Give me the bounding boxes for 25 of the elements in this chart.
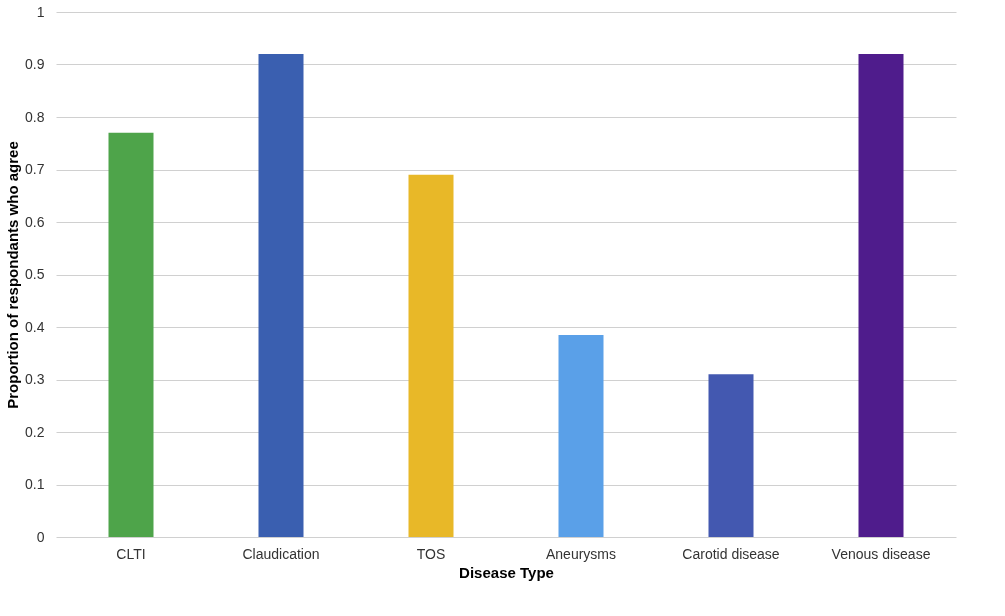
bar <box>408 174 454 537</box>
x-tick-label: CLTI <box>116 545 146 562</box>
x-axis-title: Disease Type <box>459 563 554 581</box>
y-tick-label: 0.7 <box>25 161 45 177</box>
x-tick-label: Claudication <box>242 545 320 562</box>
bar <box>708 374 754 537</box>
y-tick-label: 0.3 <box>25 371 45 387</box>
bar <box>858 54 904 537</box>
y-tick-label: 0.8 <box>25 108 45 125</box>
y-tick-label: 0.9 <box>25 56 45 72</box>
y-tick-label: 0.4 <box>25 318 45 335</box>
y-tick-label: 0.1 <box>25 476 45 492</box>
x-tick-label: Carotid disease <box>682 545 780 562</box>
y-tick-label: 0.2 <box>25 423 45 440</box>
y-tick-label: 1 <box>36 3 45 20</box>
bar <box>558 334 604 537</box>
y-tick-label: 0.5 <box>25 266 45 282</box>
x-tick-label: Venous disease <box>831 545 931 562</box>
x-tick-label: Aneurysms <box>545 545 617 562</box>
x-tick-label: TOS <box>416 545 446 562</box>
bar <box>108 132 154 537</box>
y-tick-label: 0.6 <box>25 213 45 230</box>
y-axis-title: Proportion of respondants who agree <box>4 141 22 409</box>
bar <box>258 54 304 537</box>
y-tick-label: 0 <box>36 528 45 545</box>
